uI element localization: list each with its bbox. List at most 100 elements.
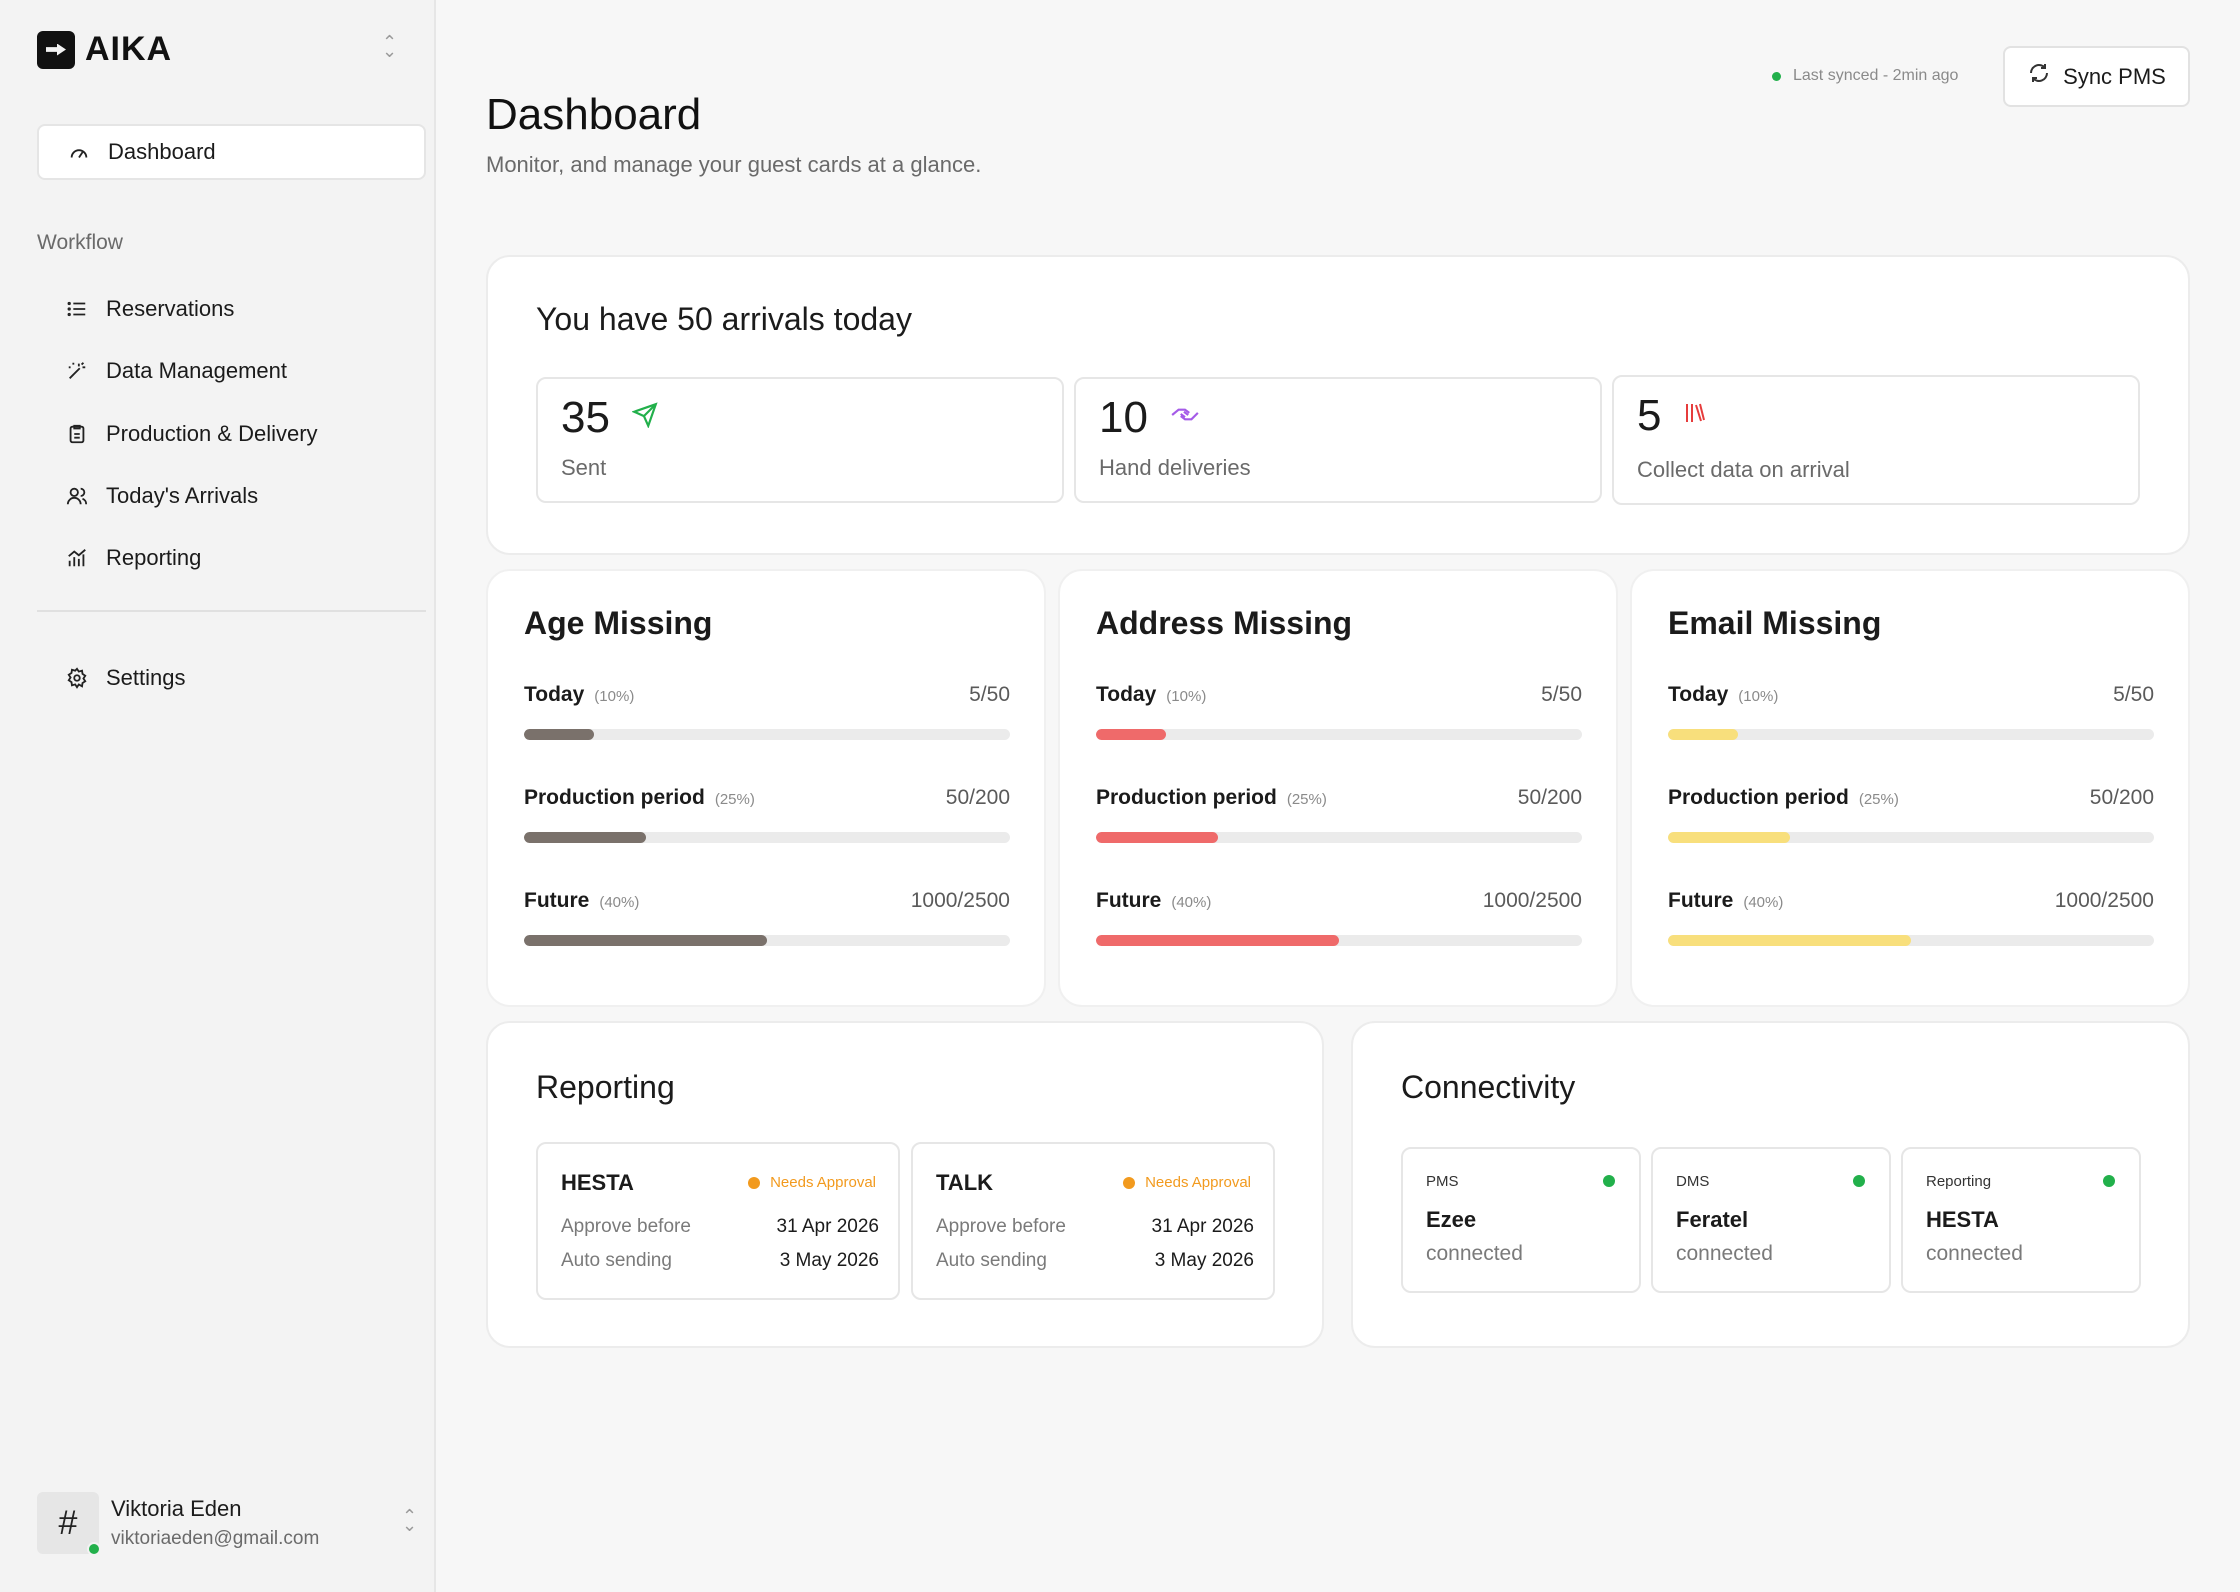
sidebar-item-production-delivery[interactable]: Production & Delivery [64,403,318,465]
metric-future: Future (40%) 1000/2500 [524,889,1010,946]
approve-label: Approve before [561,1216,691,1237]
metric-value: 50/200 [2089,786,2154,809]
approve-date: 31 Apr 2026 [776,1216,879,1237]
status-dot-icon [1772,71,1781,81]
report-item-talk[interactable]: TALK Needs Approval Approve before 31 Apr… [911,1142,1275,1300]
metric-today: Today (10%) 5/50 [1668,683,2154,740]
metric-name: Future [1096,889,1162,912]
progress-fill [1668,729,1739,740]
brand-logo[interactable]: AIKA [37,30,172,69]
metric-value: 1000/2500 [1482,889,1582,912]
arrivals-card: You have 50 arrivals today 35 Sent 10 Ha… [486,255,2190,555]
gauge-icon [66,139,92,165]
metric-value: 1000/2500 [2054,889,2154,912]
reporting-title: Reporting [536,1069,675,1105]
connectivity-title: Connectivity [1401,1069,1576,1105]
sidebar-item-label: Today's Arrivals [106,483,259,509]
auto-sending-date: 3 May 2026 [1154,1250,1254,1271]
stat-hand-deliveries[interactable]: 10 Hand deliveries [1074,377,1602,503]
sidebar-item-label: Data Management [106,358,287,384]
stat-collect-data[interactable]: 5 Collect data on arrival [1612,375,2140,505]
email-missing-card: Email Missing Today (10%) 5/50 Production… [1630,569,2190,1007]
sidebar-item-reporting[interactable]: Reporting [64,527,318,589]
handshake-icon [1170,402,1200,435]
metric-name: Today [524,683,585,706]
sync-pms-label: Sync PMS [2063,63,2166,89]
sidebar-item-dashboard[interactable]: Dashboard [37,124,426,180]
status-badge: Needs Approval [748,1174,876,1191]
metric-percent: (40%) [599,894,640,911]
sidebar-item-settings[interactable]: Settings [64,658,186,698]
report-item-hesta[interactable]: HESTA Needs Approval Approve before 31 Ap… [536,1142,900,1300]
user-name: Viktoria Eden [111,1496,242,1521]
connection-type: Reporting [1926,1173,1992,1190]
user-profile[interactable]: # Viktoria Eden viktoriaeden@gmail.com [37,1492,320,1556]
sidebar-item-data-management[interactable]: Data Management [64,340,318,402]
sync-status: Last synced - 2min ago [1772,67,1958,85]
progress-fill [1096,832,1218,843]
magic-wand-icon [64,358,90,384]
age-missing-card: Age Missing Today (10%) 5/50 Production p… [486,569,1046,1007]
progress-fill [524,729,595,740]
connection-dms[interactable]: DMS Feratel connected [1651,1147,1891,1293]
progress-fill [1668,935,1911,946]
progress-bar [1668,832,2154,843]
stat-label: Hand deliveries [1099,455,1251,480]
sidebar-item-reservations[interactable]: Reservations [64,278,318,340]
connection-status: connected [1926,1242,2023,1265]
metric-value: 5/50 [969,683,1010,706]
metric-percent: (25%) [1858,791,1899,808]
stat-sent[interactable]: 35 Sent [536,377,1064,503]
connectivity-card: Connectivity PMS Ezee connected DMS Fera… [1351,1021,2190,1348]
connection-reporting[interactable]: Reporting HESTA connected [1901,1147,2141,1293]
sync-status-text: Last synced - 2min ago [1793,67,1959,84]
avatar-initial: # [58,1503,78,1542]
sidebar-item-label: Reporting [106,545,202,571]
progress-bar [1668,935,2154,946]
progress-fill [1096,729,1167,740]
metric-name: Production period [1668,786,1849,809]
metric-percent: (25%) [1286,791,1327,808]
books-icon [1683,400,1707,432]
sidebar-item-todays-arrivals[interactable]: Today's Arrivals [64,465,318,527]
status-badge-text: Needs Approval [1145,1174,1251,1191]
auto-sending-label: Auto sending [561,1250,672,1271]
avatar: # [37,1492,101,1556]
connected-dot-icon [2103,1175,2115,1187]
aika-logo-icon [37,30,75,69]
metric-name: Today [1096,683,1157,706]
stat-value: 35 [561,393,610,442]
progress-fill [1096,935,1339,946]
connection-pms[interactable]: PMS Ezee connected [1401,1147,1641,1293]
progress-bar [1096,729,1582,740]
address-missing-card: Address Missing Today (10%) 5/50 Producti… [1058,569,1618,1007]
status-dot-icon [1123,1176,1136,1189]
connection-name: Feratel [1676,1207,1749,1232]
progress-bar [1096,832,1582,843]
refresh-icon [2027,61,2051,92]
metric-today: Today (10%) 5/50 [1096,683,1582,740]
metric-name: Production period [524,786,705,809]
sync-pms-button[interactable]: Sync PMS [2003,46,2190,107]
arrivals-title: You have 50 arrivals today [536,301,912,337]
connection-name: HESTA [1926,1207,1999,1232]
progress-fill [524,832,646,843]
report-name: TALK [936,1170,994,1195]
sidebar-item-label: Dashboard [108,139,216,164]
user-menu-toggle-icon[interactable]: ⌃ ⌄ [402,1506,418,1535]
metric-name: Today [1668,683,1729,706]
missing-card-title: Age Missing [524,605,713,641]
stat-label: Sent [561,455,607,480]
metric-production-period: Production period (25%) 50/200 [1096,786,1582,843]
connected-dot-icon [1853,1175,1865,1187]
gear-icon [64,665,90,691]
status-badge: Needs Approval [1123,1174,1251,1191]
metric-percent: (10%) [1166,688,1207,705]
clipboard-icon [64,421,90,447]
connection-status: connected [1676,1242,1773,1265]
connection-type: PMS [1426,1173,1459,1190]
progress-bar [524,729,1010,740]
workspace-switch-icon[interactable]: ⌃ ⌄ [382,32,398,61]
reporting-card: Reporting HESTA Needs Approval Approve b… [486,1021,1324,1348]
user-email: viktoriaeden@gmail.com [111,1528,320,1549]
